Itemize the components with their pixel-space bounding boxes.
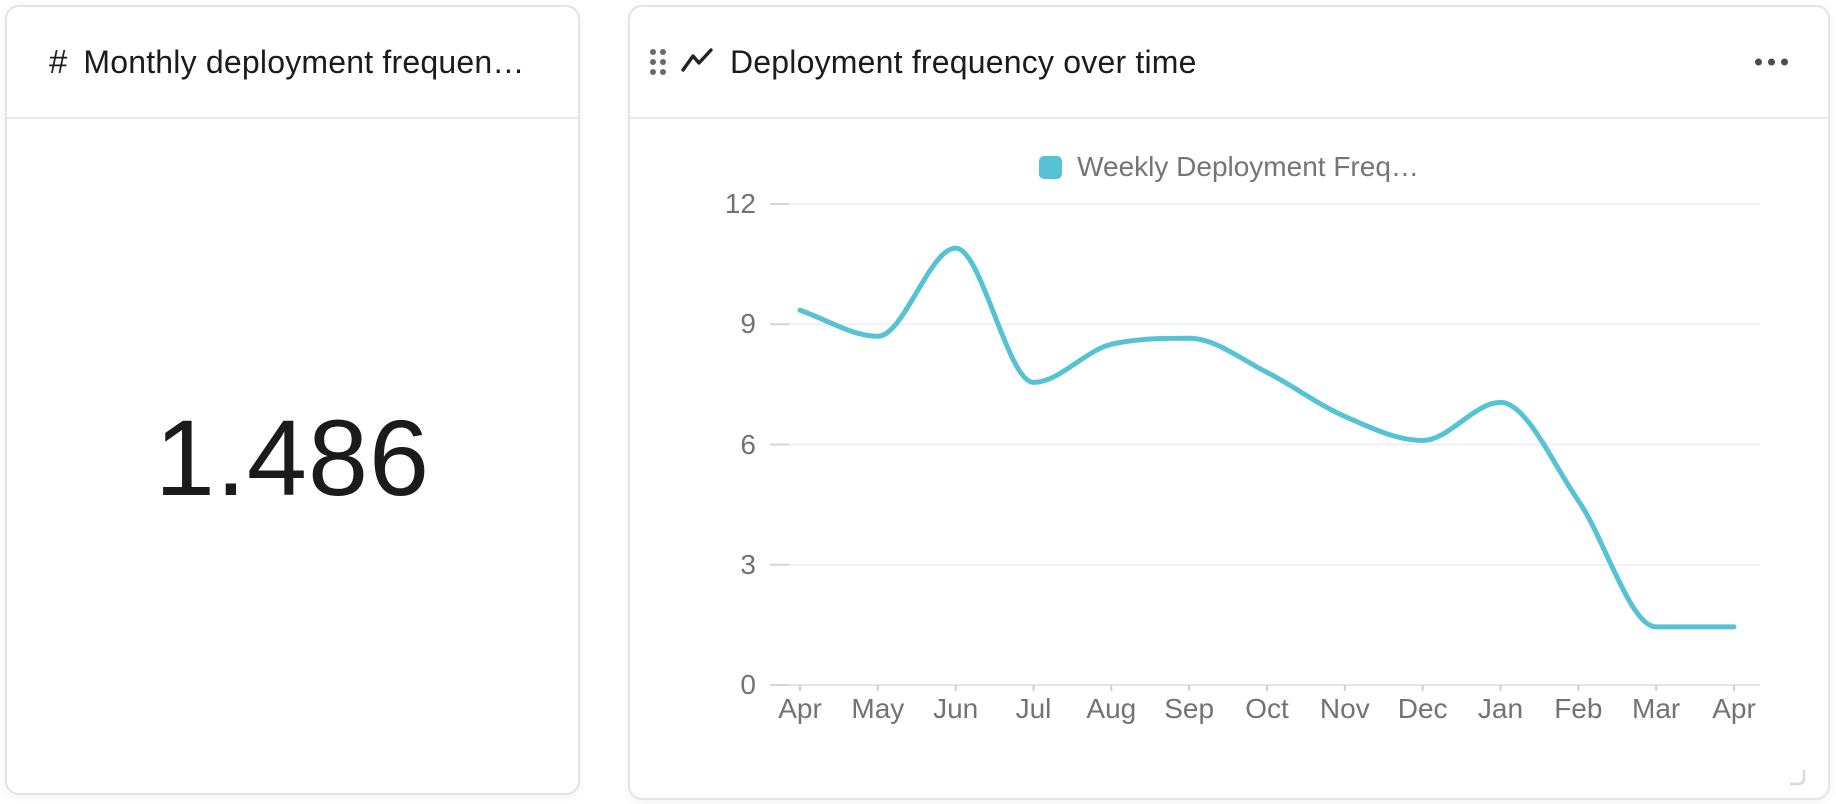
y-axis-label: 3 [740, 548, 756, 580]
x-axis-label: May [851, 693, 905, 724]
line-chart-plot [770, 203, 1760, 691]
x-axis-label: Jan [1477, 693, 1524, 724]
x-axis-label: Jul [1015, 693, 1052, 724]
x-axis-label: Mar [1632, 693, 1681, 724]
x-axis-label: Apr [778, 693, 822, 724]
x-axis-label: Dec [1397, 693, 1448, 724]
chart-widget-title: Deployment frequency over time [730, 43, 1197, 80]
deployment-frequency-line [797, 245, 1737, 630]
drag-handle-icon[interactable] [650, 49, 666, 75]
resize-handle-icon[interactable] [1788, 768, 1806, 786]
chart-widget-header: Deployment frequency over time [630, 7, 1828, 119]
legend-swatch-icon [1039, 155, 1063, 179]
more-options-icon[interactable] [1753, 51, 1790, 74]
x-axis-label: Aug [1086, 693, 1137, 724]
x-axis-label: Jun [933, 693, 979, 724]
y-axis-label: 0 [740, 669, 756, 700]
x-axis-label: Sep [1164, 693, 1215, 724]
number-widget-title: Monthly deployment frequen… [83, 43, 525, 80]
x-axis-label: Feb [1554, 693, 1603, 724]
line-chart-icon [681, 48, 713, 72]
chart-area: Weekly Deployment Freq… 0 3 6 9 12 Apr May Jun J… [630, 121, 1828, 802]
metric-value: 1.486 [154, 396, 431, 518]
legend-label: Weekly Deployment Freq… [1077, 151, 1419, 182]
y-axis-label: 6 [740, 428, 756, 460]
number-widget-body: 1.486 [7, 121, 578, 793]
number-widget-card: # Monthly deployment frequen… 1.486 [5, 5, 580, 795]
y-axis-label: 9 [740, 308, 756, 340]
hash-number-icon: # [49, 43, 68, 80]
x-axis-label: Oct [1245, 693, 1289, 724]
chart-legend[interactable]: Weekly Deployment Freq… [630, 151, 1828, 183]
y-axis-label: 12 [724, 188, 756, 219]
x-axis-label: Apr [1712, 693, 1756, 724]
number-widget-header: # Monthly deployment frequen… [7, 7, 578, 119]
chart-widget-card: Deployment frequency over time Weekly De… [628, 5, 1830, 800]
x-axis-label: Nov [1319, 693, 1370, 724]
